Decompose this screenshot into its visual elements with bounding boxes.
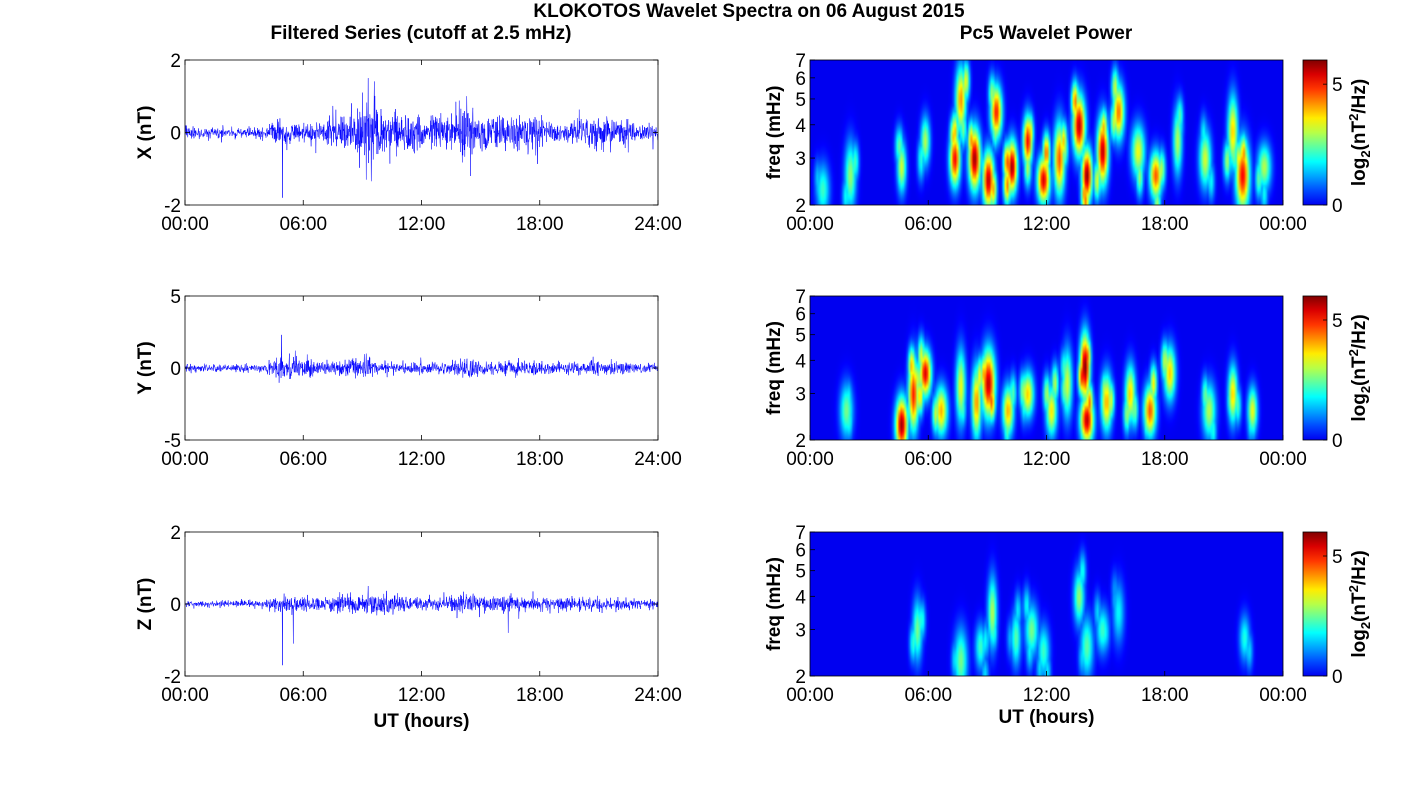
x-tick-label: 24:00 xyxy=(634,685,682,706)
x-series-trace xyxy=(185,78,658,198)
x-tick-label: 00:00 xyxy=(1259,685,1307,706)
y-series-trace xyxy=(185,334,658,383)
panels: 00:00 06:00 12:00 18:00 24:00 -2 0 2 X (nT) 00:00… xyxy=(135,51,1373,732)
y-tick-label: 2 xyxy=(170,523,181,544)
x-tick-label: 00:00 xyxy=(161,214,209,235)
colorbar-label: log2(nT2/Hz) xyxy=(1346,79,1373,186)
y-tick-label: 4 xyxy=(795,351,806,372)
y-tick-label: 5 xyxy=(795,90,806,111)
x-tick-label: 06:00 xyxy=(904,449,952,470)
y-tick-label: 0 xyxy=(170,359,181,380)
spectrum-xlabel: UT (hours) xyxy=(998,707,1094,728)
spectrum-ylabel: freq (mHz) xyxy=(764,557,785,651)
x-tick-label: 12:00 xyxy=(398,449,446,470)
x-tick-label: 12:00 xyxy=(1023,685,1071,706)
y-tick-label: 3 xyxy=(795,384,806,405)
x-tick-label: 24:00 xyxy=(634,449,682,470)
y-spectrum-heatmap-image xyxy=(810,296,1283,440)
y-tick-label: 5 xyxy=(795,326,806,347)
spectrum-ylabel: freq (mHz) xyxy=(764,321,785,415)
y-tick-label: 2 xyxy=(795,667,806,688)
figure-title: KLOKOTOS Wavelet Spectra on 06 August 20… xyxy=(533,1,965,22)
y-tick-label: 6 xyxy=(795,305,806,326)
y-tick-label: 7 xyxy=(795,523,806,544)
y-tick-label: 0 xyxy=(170,124,181,145)
y-tick-label: 7 xyxy=(795,51,806,72)
x-tick-label: 00:00 xyxy=(161,685,209,706)
y-tick-label: 6 xyxy=(795,541,806,562)
right-column-title: Pc5 Wavelet Power xyxy=(960,23,1133,44)
x-tick-label: 06:00 xyxy=(279,214,327,235)
x-tick-label: 06:00 xyxy=(279,685,327,706)
x-spectrum-colorbar xyxy=(1302,59,1328,206)
y-tick-label: 6 xyxy=(795,69,806,90)
colorbar-tick-label: 5 xyxy=(1332,75,1343,96)
x-tick-label: 06:00 xyxy=(904,685,952,706)
y-tick-label: -2 xyxy=(164,196,181,217)
y-tick-label: 3 xyxy=(795,620,806,641)
z-series-trace xyxy=(185,585,658,666)
series-ylabel: X (nT) xyxy=(135,106,156,160)
y-tick-label: 5 xyxy=(170,287,181,308)
x-tick-label: 18:00 xyxy=(516,685,564,706)
y-tick-label: -2 xyxy=(164,667,181,688)
left-column-title: Filtered Series (cutoff at 2.5 mHz) xyxy=(271,23,572,44)
y-tick-label: 0 xyxy=(170,595,181,616)
colorbar-tick-label: 5 xyxy=(1332,547,1343,568)
z-spectrum-heatmap-image xyxy=(810,532,1283,676)
x-tick-label: 18:00 xyxy=(1141,685,1189,706)
x-tick-label: 06:00 xyxy=(279,449,327,470)
spectrum-ylabel: freq (mHz) xyxy=(764,86,785,180)
x-tick-label: 12:00 xyxy=(1023,449,1071,470)
colorbar-label: log2(nT2/Hz) xyxy=(1346,314,1373,421)
series-xlabel: UT (hours) xyxy=(373,711,469,732)
y-tick-label: 7 xyxy=(795,287,806,308)
x-tick-label: 18:00 xyxy=(1141,449,1189,470)
colorbar-label: log2(nT2/Hz) xyxy=(1346,550,1373,657)
x-tick-label: 00:00 xyxy=(786,214,834,235)
y-tick-label: 4 xyxy=(795,116,806,137)
x-tick-label: 24:00 xyxy=(634,214,682,235)
x-tick-label: 12:00 xyxy=(398,685,446,706)
x-tick-label: 18:00 xyxy=(516,449,564,470)
series-ylabel: Z (nT) xyxy=(135,578,156,631)
x-tick-label: 18:00 xyxy=(1141,214,1189,235)
x-tick-label: 18:00 xyxy=(516,214,564,235)
y-tick-label: 5 xyxy=(795,562,806,583)
x-tick-label: 00:00 xyxy=(1259,449,1307,470)
y-tick-label: 2 xyxy=(170,51,181,72)
colorbar-tick-label: 0 xyxy=(1332,431,1343,452)
x-tick-label: 12:00 xyxy=(398,214,446,235)
x-tick-label: 00:00 xyxy=(1259,214,1307,235)
y-tick-label: -5 xyxy=(164,431,181,452)
colorbar-tick-label: 5 xyxy=(1332,311,1343,332)
y-tick-label: 3 xyxy=(795,149,806,170)
z-spectrum-colorbar xyxy=(1302,531,1328,677)
colorbar-tick-label: 0 xyxy=(1332,196,1343,217)
x-spectrum-heatmap-image xyxy=(810,60,1283,205)
x-tick-label: 06:00 xyxy=(904,214,952,235)
colorbar-tick-label: 0 xyxy=(1332,667,1343,688)
series-ylabel: Y (nT) xyxy=(135,341,156,394)
x-tick-label: 00:00 xyxy=(786,685,834,706)
x-tick-label: 12:00 xyxy=(1023,214,1071,235)
y-tick-label: 2 xyxy=(795,196,806,217)
y-tick-label: 2 xyxy=(795,431,806,452)
x-tick-label: 00:00 xyxy=(786,449,834,470)
y-spectrum-colorbar xyxy=(1302,295,1328,441)
x-tick-label: 00:00 xyxy=(161,449,209,470)
y-tick-label: 4 xyxy=(795,587,806,608)
